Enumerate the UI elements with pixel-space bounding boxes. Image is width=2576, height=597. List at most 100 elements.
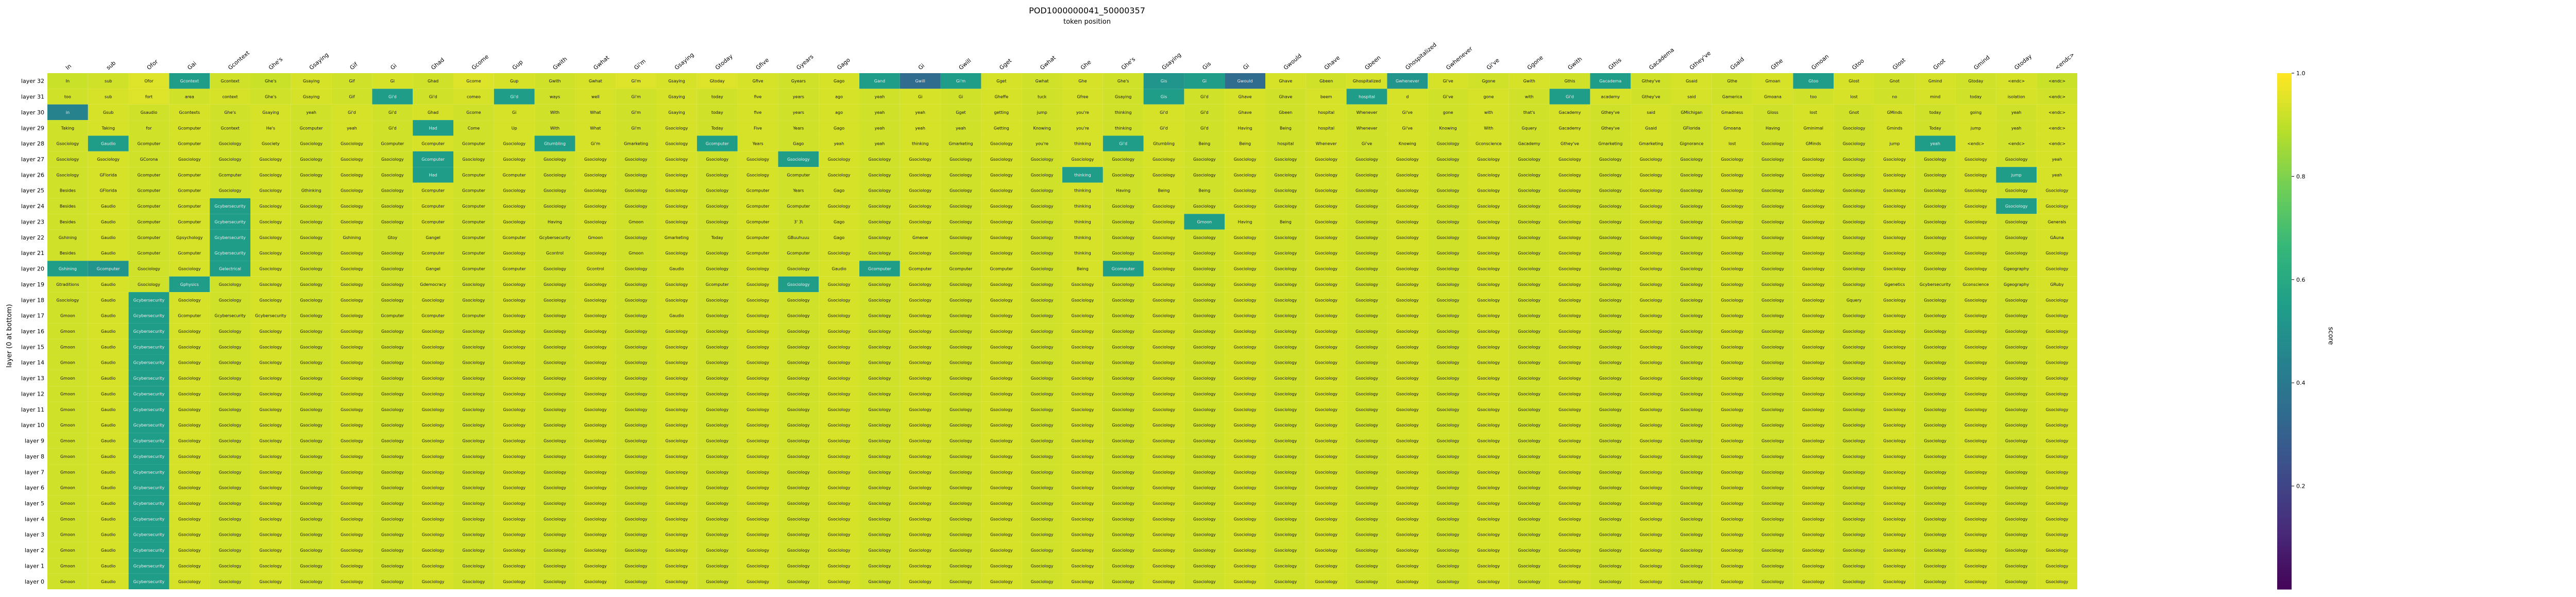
cell-token-label: Gmoon xyxy=(588,235,603,240)
colorbar-segment xyxy=(2277,486,2292,491)
cell-token-label: Gsociology xyxy=(869,564,891,568)
cell-token-label: Gsociology xyxy=(1640,579,1663,584)
colorbar-segment xyxy=(2277,469,2292,474)
cell-token-label: Gsociology xyxy=(1437,564,1460,568)
cell-token-label: Gthey've xyxy=(1561,142,1579,146)
heatmap-cell xyxy=(1631,182,1671,198)
cell-token-label: Gsociology xyxy=(463,282,485,287)
heatmap-cell xyxy=(2037,182,2077,198)
cell-token-label: Gsociology xyxy=(1275,439,1297,444)
cell-token-label: Gsociology xyxy=(2046,298,2069,302)
colorbar-segment xyxy=(2277,331,2292,336)
cell-token-label: Gsociology xyxy=(1843,142,1866,146)
cell-token-label: Gsociology xyxy=(57,298,79,302)
cell-token-label: Gtoy xyxy=(387,235,397,240)
cell-token-label: Gsociology xyxy=(1924,533,1946,537)
cell-token-label: <endc> xyxy=(2008,79,2025,83)
cell-token-label: Gmarketing xyxy=(1639,142,1663,146)
cell-token-label: Gsociology xyxy=(1396,407,1419,412)
heatmap-cell xyxy=(331,104,372,121)
cell-token-label: Gsociology xyxy=(503,329,526,334)
heatmap-cell xyxy=(1143,167,1184,183)
heatmap-cell xyxy=(656,135,697,151)
cell-token-label: Gsociology xyxy=(584,204,607,209)
cell-token-label: Gsociology xyxy=(1153,345,1175,349)
cell-token-label: Gup xyxy=(510,79,518,83)
colorbar-segment xyxy=(2277,224,2292,229)
cell-token-label: Gi'm xyxy=(631,126,641,130)
cell-token-label: Gsociology xyxy=(1964,204,1987,209)
y-tick-label: layer 23 xyxy=(21,218,44,225)
cell-token-label: Gcomputer xyxy=(747,204,770,209)
cell-token-label: Gsociology xyxy=(341,329,363,334)
cell-token-label: Gsociology xyxy=(1640,486,1663,490)
cell-token-label: Gsociology xyxy=(503,470,526,474)
cell-token-label: Gsociology xyxy=(1640,548,1663,553)
x-tick-label: Gtoday xyxy=(714,53,734,71)
cell-token-label: Gsociology xyxy=(300,282,323,287)
cell-token-label: Gmoon xyxy=(60,439,75,444)
cell-token-label: Gsociology xyxy=(1315,251,1337,255)
cell-token-label: Gsociology xyxy=(1761,267,1784,271)
cell-token-label: Gsociology xyxy=(909,564,931,568)
cell-token-label: Gsociology xyxy=(1275,486,1297,490)
cell-token-label: Gago xyxy=(834,126,844,130)
x-tick-label: <endc> xyxy=(2054,51,2076,71)
cell-token-label: Gsociology xyxy=(1884,454,1906,459)
heatmap-cell xyxy=(859,89,900,105)
cell-token-label: Gsociology xyxy=(1640,267,1663,271)
cell-token-label: Gsociology xyxy=(1315,189,1337,193)
cell-token-label: Gaudio xyxy=(101,579,115,584)
colorbar-label: score xyxy=(2327,327,2334,345)
cell-token-label: mind xyxy=(1930,95,1940,99)
cell-token-label: Gsociology xyxy=(747,157,769,162)
cell-token-label: Gi've xyxy=(1362,142,1372,146)
y-tick-label: layer 29 xyxy=(21,125,44,131)
x-tick-label: Gif xyxy=(349,61,360,72)
cell-token-label: Gsociology xyxy=(1761,329,1784,334)
cell-token-label: Gsociology xyxy=(1518,345,1540,349)
cell-token-label: Gsociology xyxy=(1396,423,1419,428)
heatmap-cell xyxy=(1631,120,1671,136)
cell-token-label: Gsociology xyxy=(1802,251,1825,255)
cell-token-label: Gsociology xyxy=(1681,235,1703,240)
colorbar-segment xyxy=(2277,550,2292,555)
cell-token-label: thinking xyxy=(1074,219,1091,224)
cell-token-label: Gsociology xyxy=(260,470,282,474)
heatmap-cell xyxy=(940,135,981,151)
heatmap-cell xyxy=(819,167,859,183)
heatmap-cell xyxy=(1428,167,1468,183)
cell-token-label: Gsociology xyxy=(1072,407,1094,412)
heatmap-cell xyxy=(1793,104,1834,121)
cell-token-label: Gsociology xyxy=(381,579,404,584)
cell-token-label: Gsociology xyxy=(1802,533,1825,537)
cell-token-label: Gsociology xyxy=(828,486,851,490)
cell-token-label: Gsociology xyxy=(341,251,363,255)
cell-token-label: Gsociology xyxy=(1234,298,1257,302)
cell-token-label: Gsociology xyxy=(950,439,972,444)
cell-token-label: Gsociology xyxy=(1884,267,1906,271)
cell-token-label: Gmoon xyxy=(60,407,75,412)
cell-token-label: GAuna xyxy=(2050,235,2064,240)
cell-token-label: Gsociology xyxy=(2046,407,2069,412)
cell-token-label: Gsociology xyxy=(544,314,566,318)
heatmap-cell xyxy=(1306,151,1347,167)
cell-token-label: Gsociology xyxy=(828,361,851,365)
heatmap-cell xyxy=(250,73,291,89)
cell-token-label: Gsociology xyxy=(584,157,607,162)
cell-token-label: Gi xyxy=(918,95,922,99)
cell-token-label: Gsociology xyxy=(1964,533,1987,537)
heatmap-cell xyxy=(1387,120,1428,136)
heatmap-cell xyxy=(1834,167,1874,183)
cell-token-label: Gsociology xyxy=(341,298,363,302)
heatmap-cell xyxy=(778,182,819,198)
cell-token-label: Gsociology xyxy=(1478,298,1500,302)
cell-token-label: Gsociology xyxy=(300,204,323,209)
heatmap-cell xyxy=(1914,182,1956,198)
cell-token-label: Gi xyxy=(1202,79,1207,83)
cell-token-label: Gsociology xyxy=(666,173,688,177)
cell-token-label: Gsociology xyxy=(787,282,810,287)
cell-token-label: Gcomputer xyxy=(138,204,161,209)
cell-token-label: Gsociology xyxy=(1478,579,1500,584)
heatmap-cell xyxy=(128,182,170,198)
